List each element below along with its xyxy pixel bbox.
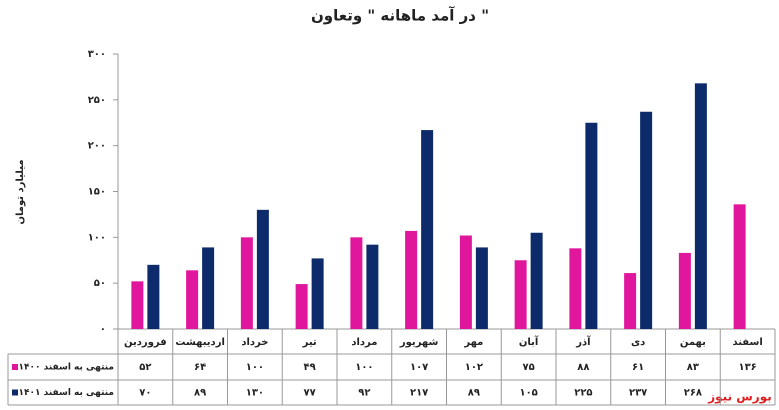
y-tick-label: ۰ <box>100 324 106 335</box>
x-tick-label: اسفند <box>732 337 762 348</box>
bar <box>405 230 418 329</box>
bar <box>311 258 324 329</box>
x-tick-label: فروردین <box>124 337 167 348</box>
value-label: ۲۳۷ <box>629 388 647 399</box>
bar <box>147 264 160 329</box>
value-label: ۱۰۵ <box>519 388 537 399</box>
value-label: ۲۶۸ <box>684 388 702 399</box>
y-tick-label: ۲۵۰ <box>88 95 106 106</box>
value-label: ۶۱ <box>632 362 644 373</box>
value-label: ۱۰۲ <box>465 362 483 373</box>
bar <box>459 235 472 329</box>
value-label: ۸۹ <box>468 388 480 399</box>
bar <box>256 209 269 329</box>
value-label: ۷۰ <box>139 388 151 399</box>
y-tick-label: ۳۰۰ <box>88 49 106 60</box>
bar <box>585 122 598 329</box>
x-tick-label: تیر <box>302 337 317 348</box>
value-label: ۸۸ <box>577 362 589 373</box>
bar <box>295 284 308 329</box>
chart-title: در آمد ماهانه " وتعاون " <box>311 7 489 25</box>
x-tick-label: شهریور <box>399 337 439 348</box>
watermark: بورس نیوز <box>707 390 772 405</box>
x-tick-label: خرداد <box>241 337 268 348</box>
bar <box>678 252 691 329</box>
value-label: ۱۰۰ <box>246 362 264 373</box>
x-tick-label: بهمن <box>680 337 706 348</box>
x-tick-label: دی <box>631 337 645 348</box>
bar <box>240 237 253 329</box>
value-label: ۷۵ <box>523 362 535 373</box>
legend-swatch <box>12 389 18 396</box>
x-tick-label: آبان <box>519 335 539 348</box>
bar <box>640 111 653 329</box>
bar <box>733 204 746 329</box>
value-label: ۴۹ <box>304 362 316 373</box>
value-label: ۶۴ <box>194 362 206 373</box>
bar <box>186 270 199 329</box>
value-label: ۷۷ <box>304 388 316 399</box>
x-tick-label: مرداد <box>351 337 377 348</box>
bar <box>475 247 488 329</box>
x-tick-label: اردیبهشت <box>175 337 225 348</box>
y-tick-label: ۲۰۰ <box>88 141 106 152</box>
value-label: ۱۳۰ <box>246 388 264 399</box>
bar <box>624 273 637 329</box>
y-axis-label: میلیارد تومان <box>15 159 26 224</box>
value-label: ۱۰۷ <box>410 362 428 373</box>
bar <box>366 244 379 329</box>
x-tick-label: مهر <box>463 337 483 348</box>
y-tick-label: ۱۰۰ <box>88 232 106 243</box>
value-label: ۱۰۰ <box>355 362 373 373</box>
value-label: ۲۲۵ <box>574 388 592 399</box>
value-label: ۹۲ <box>358 388 370 399</box>
y-tick-label: ۵۰ <box>94 278 106 289</box>
bar <box>131 281 144 329</box>
value-label: ۵۲ <box>139 362 151 373</box>
bar <box>694 83 707 329</box>
x-tick-label: آذر <box>575 335 591 348</box>
bar <box>421 130 434 329</box>
legend-label: منتهی به اسفند ۱۴۰۱ <box>19 388 114 398</box>
y-tick-label: ۱۵۰ <box>88 187 106 198</box>
bar <box>202 247 215 329</box>
value-label: ۸۹ <box>194 388 206 399</box>
bar <box>569 248 582 329</box>
value-label: ۲۱۷ <box>410 388 428 399</box>
bar <box>514 260 527 329</box>
value-label: ۱۳۶ <box>738 362 756 373</box>
legend-label: منتهی به اسفند ۱۴۰۰ <box>19 363 114 373</box>
bar <box>350 237 363 329</box>
bar <box>530 232 543 329</box>
legend-swatch <box>12 364 18 370</box>
value-label: ۸۳ <box>687 362 699 373</box>
